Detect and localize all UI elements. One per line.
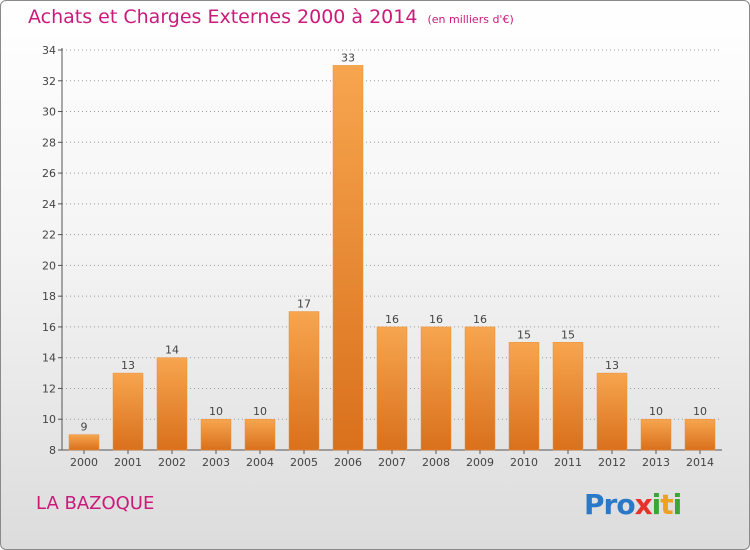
- bar-2012: [596, 372, 628, 451]
- bar-2009: [464, 326, 496, 451]
- x-tick-label: 2002: [158, 456, 186, 469]
- data-label: 17: [297, 298, 311, 311]
- x-tick-label: 2003: [202, 456, 230, 469]
- x-tick-label: 2013: [642, 456, 670, 469]
- bar-2014: [684, 418, 716, 451]
- y-tick-label: 32: [42, 75, 56, 88]
- y-tick-label: 12: [42, 382, 56, 395]
- y-tick-label: 10: [42, 413, 56, 426]
- bar-2001: [112, 372, 144, 451]
- bar-2008: [420, 326, 452, 451]
- y-tick-label: 30: [42, 106, 56, 119]
- y-tick-label: 24: [42, 198, 56, 211]
- proxiti-logo[interactable]: Proxiti: [584, 488, 682, 521]
- bar-2011: [552, 342, 584, 451]
- unit-label: (en milliers d'€): [427, 13, 514, 26]
- y-tick-label: 20: [42, 259, 56, 272]
- data-label: 10: [649, 405, 663, 418]
- y-tick-label: 8: [49, 444, 56, 457]
- bar-2006: [332, 65, 364, 451]
- bar-2003: [200, 418, 232, 451]
- data-label: 16: [473, 313, 487, 326]
- y-tick-label: 22: [42, 229, 56, 242]
- x-tick-label: 2007: [378, 456, 406, 469]
- data-label: 16: [429, 313, 443, 326]
- data-label: 10: [253, 405, 267, 418]
- bar-2002: [156, 357, 188, 451]
- data-label: 13: [121, 359, 135, 372]
- x-tick-label: 2012: [598, 456, 626, 469]
- data-label: 10: [209, 405, 223, 418]
- x-tick-label: 2010: [510, 456, 538, 469]
- chart-title-text: Achats et Charges Externes 2000 à 2014: [28, 6, 418, 28]
- x-tick-label: 2009: [466, 456, 494, 469]
- data-label: 10: [693, 405, 707, 418]
- x-tick-label: 2008: [422, 456, 450, 469]
- x-tick-label: 2014: [686, 456, 714, 469]
- data-label: 13: [605, 359, 619, 372]
- y-tick-label: 18: [42, 290, 56, 303]
- y-tick-label: 26: [42, 167, 56, 180]
- y-tick-label: 34: [42, 44, 56, 57]
- x-tick-label: 2004: [246, 456, 274, 469]
- data-label: 33: [341, 51, 355, 64]
- x-tick-label: 2011: [554, 456, 582, 469]
- bar-2013: [640, 418, 672, 451]
- y-tick-label: 28: [42, 136, 56, 149]
- data-label: 15: [517, 328, 531, 341]
- x-tick-label: 2006: [334, 456, 362, 469]
- data-label: 16: [385, 313, 399, 326]
- bar-2007: [376, 326, 408, 451]
- bar-2000: [68, 434, 100, 451]
- x-tick-label: 2001: [114, 456, 142, 469]
- chart-title: Achats et Charges Externes 2000 à 2014 (e…: [28, 6, 514, 28]
- data-labels: 9 13 14 10 10 17 33 16 16 16 15 15 13 10 10: [81, 51, 708, 433]
- bar-2005: [288, 311, 320, 451]
- x-tick-label: 2005: [290, 456, 318, 469]
- data-label: 15: [561, 328, 575, 341]
- bar-2004: [244, 418, 276, 451]
- x-tick-label: 2000: [70, 456, 98, 469]
- data-label: 14: [165, 344, 179, 357]
- bars: [68, 65, 716, 451]
- bar-2010: [508, 342, 540, 451]
- y-tick-label: 16: [42, 321, 56, 334]
- town-name: LA BAZOQUE: [36, 493, 155, 514]
- y-tick-label: 14: [42, 352, 56, 365]
- data-label: 9: [81, 421, 88, 434]
